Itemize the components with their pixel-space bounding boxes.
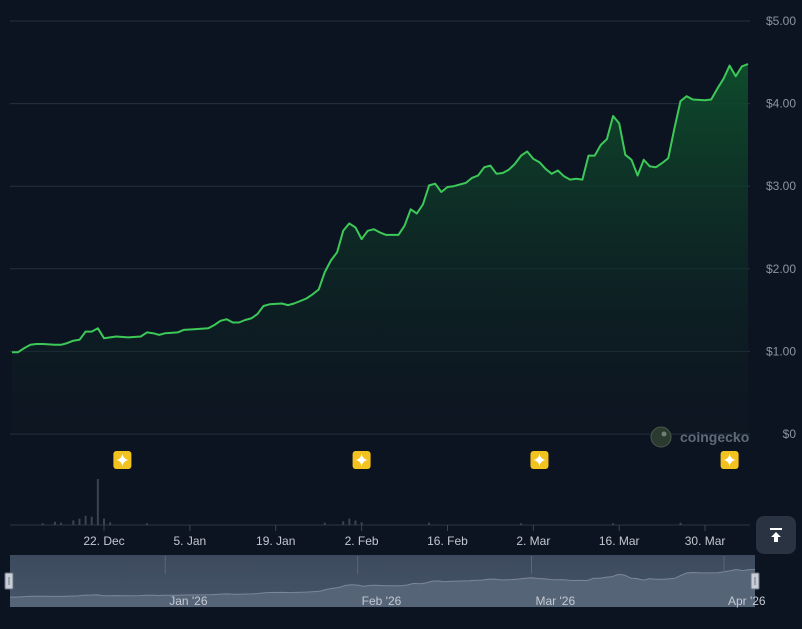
volume-bar [342,521,345,525]
x-tick-label: 30. Mar [685,534,726,548]
price-line [12,63,749,354]
volume-bar [96,479,99,525]
x-tick-label: 5. Jan [174,534,207,548]
sparkle-icon [533,454,546,466]
price-area-fill [12,64,748,434]
volume-bar [520,523,523,525]
x-axis-labels: 22. Dec 5. Jan 19. Jan 2. Feb 16. Feb 2. Mar 1… [83,525,725,548]
y-tick-label: $0 [783,427,797,441]
navigator-label: Apr '26 [728,594,766,608]
navigator-label: Feb '26 [362,594,402,608]
volume-bar [78,518,81,525]
coingecko-logo-eye [661,431,667,437]
y-tick-label: $2.00 [766,262,796,276]
volume-bar [145,523,148,525]
y-tick-label: $5.00 [766,14,796,28]
event-marker [530,451,549,469]
y-tick-label: $3.00 [766,179,796,193]
navigator-area [10,569,755,607]
navigator-series [10,568,756,607]
volume-bar [323,522,326,525]
volume-bar [360,522,363,525]
x-tick-label: 2. Mar [516,534,550,548]
scroll-to-top-button[interactable] [756,516,796,554]
x-tick-label: 19. Jan [256,534,295,548]
price-line-group [12,63,749,354]
coingecko-wordmark: coingecko [680,429,749,445]
x-tick-label: 2. Feb [345,534,379,548]
navigator-label: Mar '26 [536,594,576,608]
volume-bar [354,520,357,525]
y-tick-label: $1.00 [766,344,796,358]
sparkle-icon [355,454,368,466]
volume-bar [84,515,87,525]
price-area [12,64,748,434]
volume-bar [72,520,75,525]
sparkle-icon [116,454,129,466]
coingecko-logo-icon [650,426,672,448]
volume-bar [109,522,112,525]
volume-bar [348,518,351,525]
event-marker [113,451,132,469]
volume-bar [41,523,44,525]
volume-bar [53,521,56,525]
event-markers [113,451,739,469]
volume-bar [612,523,615,525]
coingecko-watermark: coingecko [650,426,749,448]
x-tick-label: 16. Mar [599,534,640,548]
event-marker [720,451,739,469]
volume-bar [60,522,63,525]
volume-bar [90,516,93,525]
navigator[interactable]: Jan '26 Feb '26 Mar '26 Apr '26 [4,555,766,608]
arrow-up-to-line-icon [770,528,782,542]
navigator-line [10,568,756,598]
volume-bar [679,522,682,525]
navigator-labels: Jan '26 Feb '26 Mar '26 Apr '26 [164,556,766,608]
volume-bar [103,518,105,525]
volume-bars [41,479,682,525]
x-tick-label: 16. Feb [427,534,468,548]
sparkle-icon [723,454,736,466]
event-marker [352,451,371,469]
x-tick-label: 22. Dec [83,534,124,548]
y-tick-label: $4.00 [766,97,796,111]
navigator-label: Jan '26 [169,594,208,608]
volume-bar [428,522,431,525]
y-axis-labels: $0 $1.00 $2.00 $3.00 $4.00 $5.00 [766,14,796,441]
